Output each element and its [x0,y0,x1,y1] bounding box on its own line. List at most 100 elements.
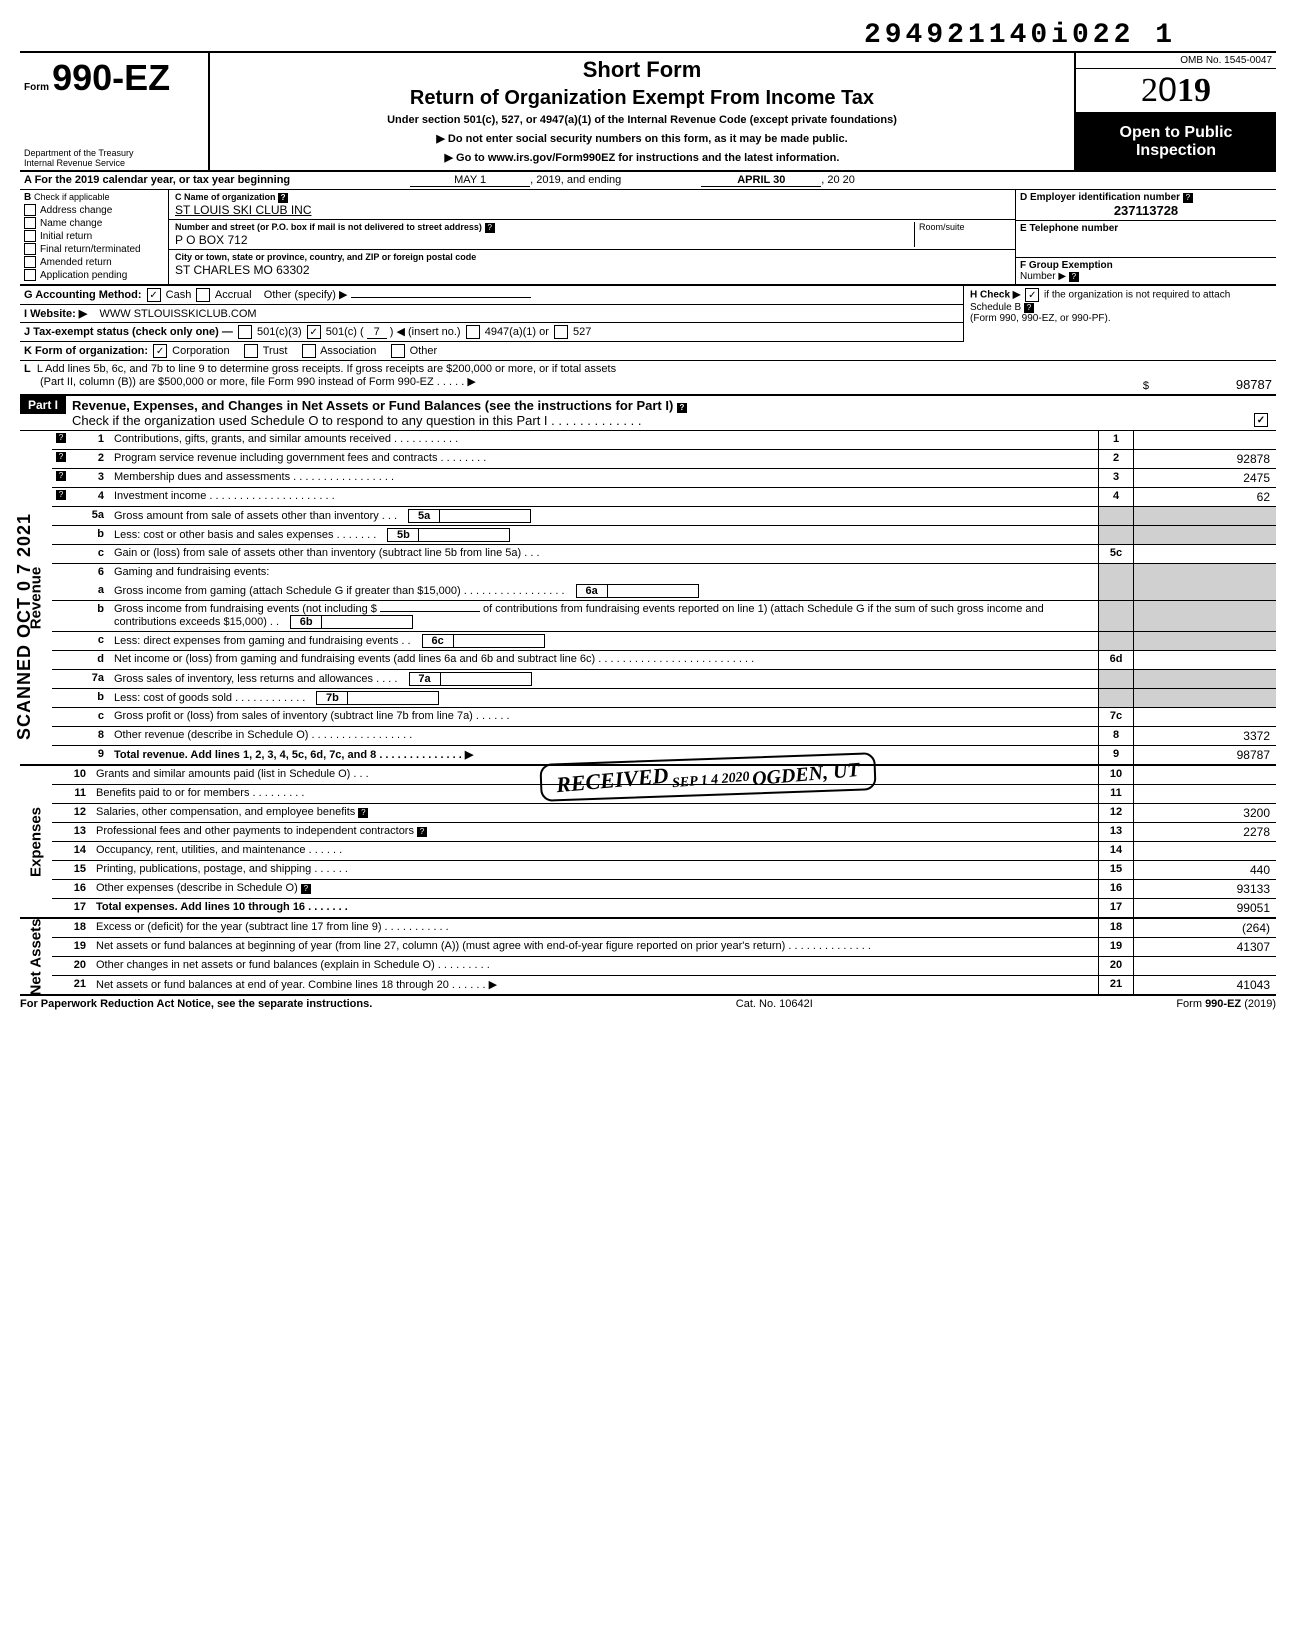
box-num: 11 [1098,785,1134,803]
part1-badge: Part I [20,396,66,414]
cb-initial-return[interactable]: Initial return [24,230,164,242]
line-6b: b Gross income from fundraising events (… [52,601,1276,632]
org-name-row: C Name of organization ? ST LOUIS SKI CL… [169,190,1015,220]
form-prefix: Form [24,82,49,93]
gross-receipts-amount: 98787 [1152,377,1272,392]
year-0: 0 [1158,71,1177,109]
g-cash: Cash [166,289,192,301]
cb-501c[interactable]: ✓ [307,325,321,339]
cb-final-return[interactable]: Final return/terminated [24,243,164,255]
amount [1134,708,1276,726]
cb-527[interactable] [554,325,568,339]
amount: (264) [1134,919,1276,937]
stamp-date: SEP 1 4 2020 [671,770,750,794]
cb-cash[interactable]: ✓ [147,288,161,302]
cb-other-form[interactable] [391,344,405,358]
help-icon[interactable]: ? [301,884,311,894]
room-suite: Room/suite [914,222,1009,247]
line-7b: b Less: cost of goods sold . . . . . . .… [52,689,1276,708]
j-501c: 501(c) ( [326,326,364,338]
cb-schedule-b[interactable]: ✓ [1025,288,1039,302]
footer-right-year: (2019) [1241,998,1276,1010]
header-center: Short Form Return of Organization Exempt… [210,53,1074,170]
help-icon[interactable]: ? [417,827,427,837]
cb-final-return-label: Final return/terminated [40,244,141,255]
page: SCANNED OCT 0 7 2021 294921140i022 1 For… [20,20,1276,1010]
box-num-shaded [1098,632,1134,650]
line-num: 9 [70,746,110,764]
help-icon[interactable]: ? [278,193,288,203]
cb-name-change[interactable]: Name change [24,217,164,229]
help-icon[interactable]: ? [56,490,66,500]
help-icon[interactable]: ? [485,223,495,233]
line-text: Gain or (loss) from sale of assets other… [110,545,1098,563]
amount [1134,545,1276,563]
line-7a: 7a Gross sales of inventory, less return… [52,670,1276,689]
cb-4947[interactable] [466,325,480,339]
cb-amended-return[interactable]: Amended return [24,256,164,268]
help-icon[interactable]: ? [1069,272,1079,282]
help-icon[interactable]: ? [56,452,66,462]
row-g: G Accounting Method: ✓ Cash Accrual Othe… [20,286,963,305]
k-label: K Form of organization: [24,345,148,357]
line-14: 14 Occupancy, rent, utilities, and maint… [52,842,1276,861]
form-header: Form 990-EZ Department of the Treasury I… [20,51,1276,172]
box-num-shaded [1098,507,1134,525]
box-num: 8 [1098,727,1134,745]
line-num: 16 [52,880,92,898]
amount [1134,957,1276,975]
cb-trust[interactable] [244,344,258,358]
amount [1134,766,1276,784]
line-text: Less: cost of goods sold . . . . . . . .… [110,689,1098,707]
line-num: c [70,708,110,726]
line-text: Gross profit or (loss) from sales of inv… [110,708,1098,726]
line-text: Gross income from fundraising events (no… [110,601,1098,631]
line-21: 21 Net assets or fund balances at end of… [52,976,1276,994]
footer-right-pre: Form [1176,998,1205,1010]
line-num: 20 [52,957,92,975]
help-icon[interactable]: ? [56,433,66,443]
return-title: Return of Organization Exempt From Incom… [218,87,1066,110]
c-name-label: Name of organization [184,192,276,202]
box-num-shaded [1098,689,1134,707]
cb-application-pending[interactable]: Application pending [24,269,164,281]
cb-501c3[interactable] [238,325,252,339]
help-icon[interactable]: ? [1024,303,1034,313]
website-value: WWW STLOUISSKICLUB.COM [100,308,257,320]
telephone-row: E Telephone number [1016,221,1276,258]
g-accrual: Accrual [215,289,252,301]
j-501c-num: 7 [367,326,387,339]
help-icon[interactable]: ? [56,471,66,481]
short-form-title: Short Form [218,57,1066,83]
line-num: d [70,651,110,669]
j-501c3: 501(c)(3) [257,326,302,338]
line-num: 8 [70,727,110,745]
inner-box-num: 7a [410,673,441,685]
help-icon[interactable]: ? [1183,193,1193,203]
amount: 41043 [1134,976,1276,994]
line-num: b [70,601,110,631]
j-4947: 4947(a)(1) or [485,326,549,338]
f-label: F Group Exemption [1020,260,1113,271]
line-text: Less: direct expenses from gaming and fu… [110,632,1098,650]
help-icon[interactable]: ? [358,808,368,818]
box-num: 7c [1098,708,1134,726]
cb-schedule-o[interactable]: ✓ [1254,413,1268,427]
d-label: D Employer identification number [1020,192,1180,203]
cb-address-change[interactable]: Address change [24,204,164,216]
help-icon[interactable]: ? [677,403,687,413]
box-num: 5c [1098,545,1134,563]
cb-association[interactable] [302,344,316,358]
box-num-shaded [1098,601,1134,631]
tax-year-end-suffix: , 20 20 [821,174,855,187]
cb-corporation[interactable]: ✓ [153,344,167,358]
open-line2: Inspection [1076,142,1276,160]
line-4: ? 4 Investment income . . . . . . . . . … [52,488,1276,507]
cb-accrual[interactable] [196,288,210,302]
line-num: c [70,632,110,650]
line-text: Membership dues and assessments . . . . … [110,469,1098,487]
amount-shaded [1134,526,1276,544]
box-num: 14 [1098,842,1134,860]
goto-url: ▶ Go to www.irs.gov/Form990EZ for instru… [218,151,1066,164]
part1-title: Revenue, Expenses, and Changes in Net As… [66,396,1276,430]
